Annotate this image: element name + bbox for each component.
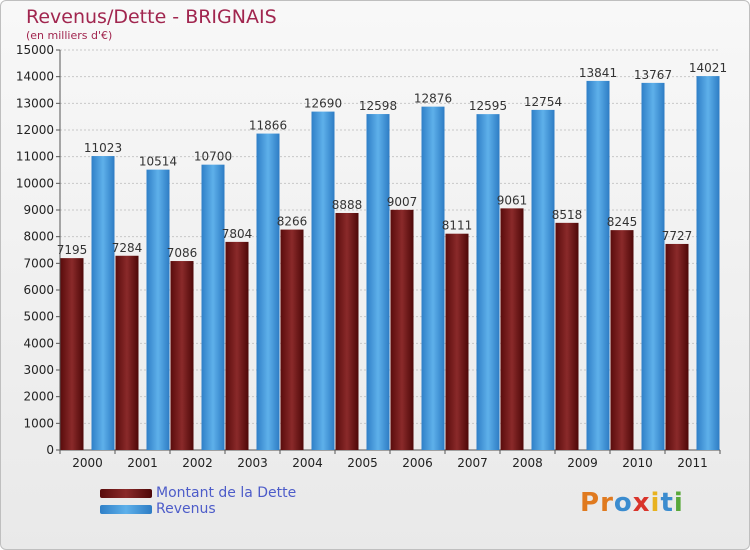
revenue-bar — [146, 169, 170, 451]
revenue-bar — [531, 109, 555, 450]
logo-letter: x — [632, 488, 651, 518]
debt-data-label: 7195 — [57, 243, 88, 257]
legend-swatch-debt — [100, 488, 152, 498]
logo-letter: i — [650, 488, 661, 518]
debt-data-label: 8245 — [607, 215, 638, 229]
revenue-bar — [641, 82, 665, 450]
legend-swatch-revenue — [100, 504, 152, 514]
x-tick-label: 2002 — [182, 456, 213, 470]
revenue-bar — [311, 111, 335, 450]
revenue-bar — [476, 114, 500, 450]
revenue-data-label: 12690 — [304, 97, 342, 111]
debt-data-label: 9007 — [387, 195, 418, 209]
debt-bar — [335, 212, 359, 450]
debt-data-label: 7804 — [222, 227, 253, 241]
y-tick-label: 10000 — [16, 176, 54, 190]
x-tick-label: 2010 — [622, 456, 653, 470]
y-tick-label: 11000 — [16, 150, 54, 164]
y-tick-label: 0 — [46, 443, 54, 457]
logo-letter: t — [660, 488, 674, 518]
revenue-data-label: 12754 — [524, 95, 562, 109]
revenue-bar — [586, 80, 610, 450]
logo-letter: i — [673, 488, 684, 518]
y-tick-label: 7000 — [23, 256, 54, 270]
debt-data-label: 8888 — [332, 198, 363, 212]
debt-data-label: 7086 — [167, 246, 198, 260]
debt-data-label: 8518 — [552, 208, 583, 222]
x-tick-label: 2008 — [512, 456, 543, 470]
y-tick-label: 14000 — [16, 70, 54, 84]
debt-bar — [115, 255, 139, 450]
logo-letter: r — [600, 488, 614, 518]
revenue-data-label: 11866 — [249, 119, 287, 133]
debt-bar — [170, 261, 194, 450]
debt-bar — [60, 258, 84, 450]
revenue-bar — [366, 114, 390, 450]
logo-letter: o — [613, 488, 633, 518]
chart-title: Revenus/Dette - BRIGNAIS — [26, 6, 277, 28]
debt-data-label: 9061 — [497, 193, 528, 207]
y-tick-label: 8000 — [23, 230, 54, 244]
logo-letter: P — [580, 488, 601, 518]
debt-bar — [390, 209, 414, 450]
legend-label-debt: Montant de la Dette — [156, 485, 297, 501]
debt-data-label: 8266 — [277, 215, 308, 229]
revenue-data-label: 14021 — [689, 61, 727, 75]
x-tick-label: 2011 — [677, 456, 708, 470]
debt-data-label: 7727 — [662, 229, 693, 243]
y-tick-label: 2000 — [23, 390, 54, 404]
x-tick-label: 2009 — [567, 456, 598, 470]
revenue-data-label: 12876 — [414, 92, 452, 106]
revenue-data-label: 11023 — [84, 141, 122, 155]
y-tick-label: 15000 — [16, 43, 54, 57]
x-tick-label: 2003 — [237, 456, 268, 470]
revenue-data-label: 12598 — [359, 99, 397, 113]
x-tick-label: 2001 — [127, 456, 158, 470]
revenue-data-label: 10700 — [194, 150, 232, 164]
debt-bar — [610, 230, 634, 450]
x-tick-label: 2005 — [347, 456, 378, 470]
y-tick-label: 3000 — [23, 363, 54, 377]
debt-bar — [555, 222, 579, 450]
y-tick-label: 13000 — [16, 96, 54, 110]
legend-label-revenue: Revenus — [156, 501, 216, 517]
debt-bar — [445, 233, 469, 450]
debt-data-label: 8111 — [442, 219, 473, 233]
legend-item-revenue: Revenus — [100, 501, 216, 517]
debt-data-label: 7284 — [112, 241, 143, 255]
proxiti-logo: Proxiti — [580, 488, 684, 518]
revenue-bar — [421, 106, 445, 450]
revenue-bar — [201, 164, 225, 450]
revenue-bar — [91, 156, 115, 450]
revenue-data-label: 10514 — [139, 155, 177, 169]
legend-item-debt: Montant de la Dette — [100, 485, 296, 501]
x-tick-label: 2007 — [457, 456, 488, 470]
y-tick-label: 4000 — [23, 336, 54, 350]
y-tick-label: 9000 — [23, 203, 54, 217]
revenue-bar — [696, 76, 720, 451]
debt-bar — [280, 229, 304, 450]
x-tick-label: 2006 — [402, 456, 433, 470]
revenue-data-label: 13767 — [634, 68, 672, 82]
y-tick-label: 1000 — [23, 416, 54, 430]
revenue-data-label: 13841 — [579, 66, 617, 80]
revenue-bar — [256, 133, 280, 450]
x-tick-label: 2004 — [292, 456, 323, 470]
y-tick-label: 5000 — [23, 310, 54, 324]
debt-bar — [665, 243, 689, 450]
debt-bar — [225, 241, 249, 450]
x-tick-label: 2000 — [72, 456, 103, 470]
chart-subtitle: (en milliers d'€) — [26, 29, 113, 42]
revenue-data-label: 12595 — [469, 99, 507, 113]
debt-bar — [500, 208, 524, 450]
y-tick-label: 6000 — [23, 283, 54, 297]
y-tick-label: 12000 — [16, 123, 54, 137]
